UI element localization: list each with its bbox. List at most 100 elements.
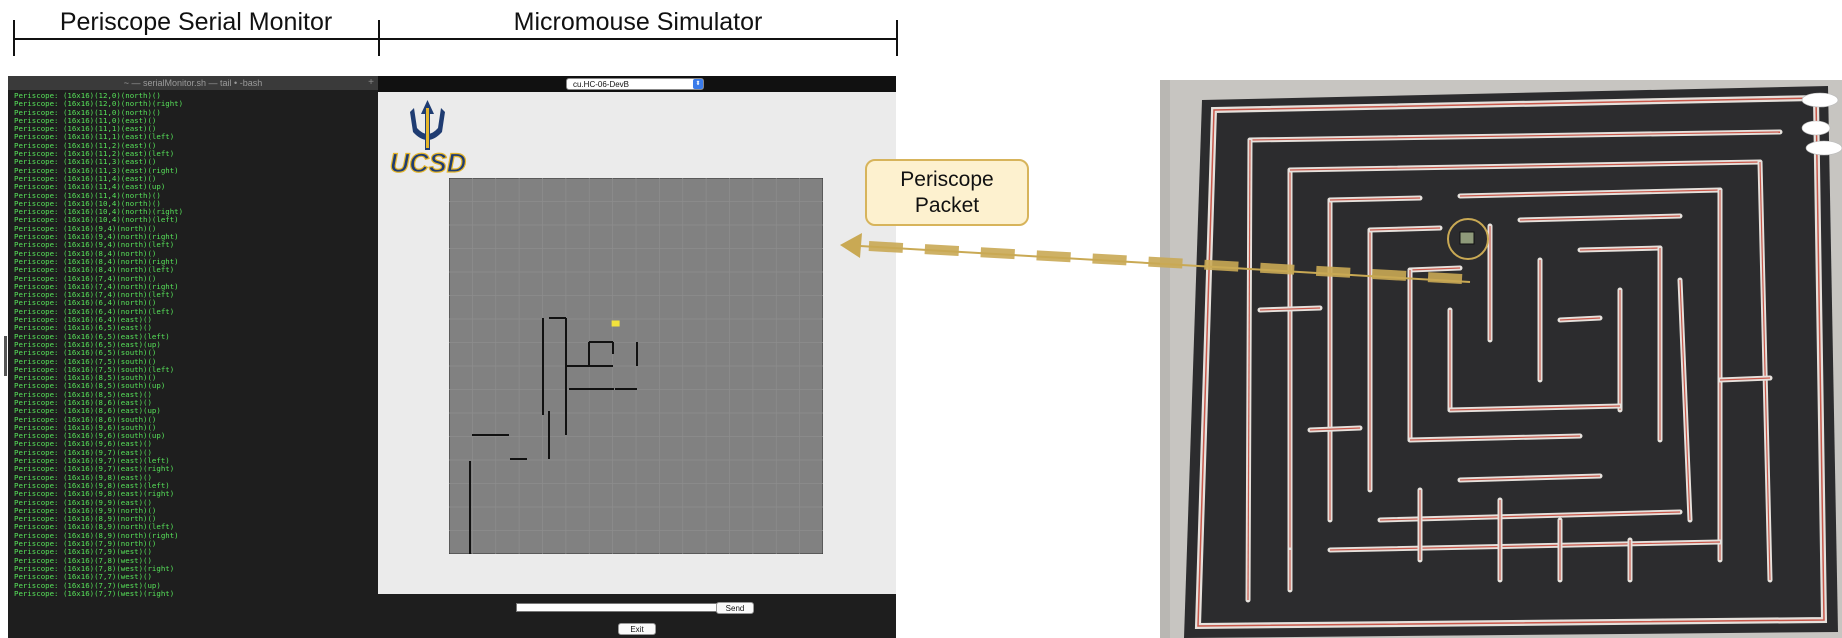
terminal-line: Periscope: (16x16)(9,8)(east)(left) [14,480,170,490]
simulator-command-bar: Send Exit [378,594,896,638]
terminal-line: Periscope: (16x16)(8,5)(south)(up) [14,381,166,391]
terminal-line: Periscope: (16x16)(11,3)(east)() [14,157,157,167]
terminal-line: Periscope: (16x16)(9,7)(east)(right) [14,464,175,474]
maze-photo-walls [1245,129,1783,603]
robot [1459,231,1475,245]
terminal-line: Periscope: (16x16)(6,5)(east)(up) [14,339,161,349]
terminal-titlebar: ~ — serialMonitor.sh — tail • -bash + [8,76,378,90]
terminal-line: Periscope: (16x16)(6,5)(east)() [14,323,152,333]
terminal-line: Periscope: (16x16)(9,4)(north)() [14,223,157,233]
terminal-line: Periscope: (16x16)(8,9)(north)(right) [14,530,179,540]
terminal-line: Periscope: (16x16)(8,6)(east)() [14,397,152,407]
terminal-line: Periscope: (16x16)(11,4)(east)() [14,173,157,183]
terminal-line: Periscope: (16x16)(7,4)(north)(left) [14,290,175,300]
terminal-line: Periscope: (16x16)(6,5)(east)(left) [14,331,170,341]
photo-wall-edge [1559,317,1601,321]
terminal-line: Periscope: (16x16)(9,7)(east)() [14,447,152,457]
terminal-line: Periscope: (16x16)(8,5)(east)() [14,389,152,399]
terminal-line: Periscope: (16x16)(6,4)(east)() [14,315,152,325]
photo-wall-edge [1259,307,1321,311]
photo-wall-edge [1369,227,1441,231]
photo-wall-edge [1247,139,1251,601]
photo-wall-edge [1329,541,1721,551]
terminal-line: Periscope: (16x16)(8,4)(north)(right) [14,256,179,266]
terminal-line: Periscope: (16x16)(8,4)(north)(left) [14,265,175,275]
simulator-bracket [380,38,898,40]
photo-wall-edge [1679,279,1691,521]
terminal-line: Periscope: (16x16)(12,0)(north)() [14,91,161,100]
photo-wall-edge [1459,189,1721,197]
terminal-line: Periscope: (16x16)(7,7)(west)(up) [14,580,161,590]
photo-wall-edge [1579,247,1661,251]
serial-monitor-header: Periscope Serial Monitor [59,8,333,36]
terminal-line: Periscope: (16x16)(9,4)(north)(left) [14,240,175,250]
terminal-line: Periscope: (16x16)(7,5)(south)(left) [14,364,175,374]
photo-wall-edge [1379,511,1681,521]
serial-monitor-bracket [13,38,380,40]
maze-grid [449,178,823,554]
terminal-line: Periscope: (16x16)(9,9)(east)() [14,497,152,507]
photo-wall-edge [1519,215,1681,221]
terminal-line: Periscope: (16x16)(9,6)(south)(up) [14,431,166,441]
terminal-line: Periscope: (16x16)(12,0)(north)(right) [14,99,184,109]
exit-button[interactable]: Exit [618,623,656,635]
terminal-title: ~ — serialMonitor.sh — tail • -bash [123,78,263,88]
photo-wall-edge [1409,435,1581,441]
mouse-marker [611,320,620,327]
photo-wall-edge [1459,475,1601,481]
maze-board [1184,86,1838,638]
maze-view [449,178,823,554]
simulator-toolbar: cu.HC-06-DevB ⬍ [378,76,896,92]
terminal-line: Periscope: (16x16)(9,6)(east)() [14,439,152,449]
serial-port-select[interactable]: cu.HC-06-DevB ⬍ [566,78,704,90]
select-arrows-icon: ⬍ [693,79,703,89]
terminal-line: Periscope: (16x16)(11,2)(east)(left) [14,149,175,159]
terminal-line: Periscope: (16x16)(8,5)(south)() [14,373,157,383]
terminal-line: Periscope: (16x16)(8,6)(east)(up) [14,406,161,416]
terminal-line: Periscope: (16x16)(7,9)(west)() [14,547,152,557]
photo-wall-edge [1719,377,1771,381]
terminal-line: Periscope: (16x16)(7,4)(north)(right) [14,281,179,291]
terminal-line: Periscope: (16x16)(10,4)(north)() [14,198,161,208]
bracket-tick-middle [378,20,380,56]
ucsd-trident-logo: UCSD [389,100,467,179]
bracket-tick-right [896,20,898,56]
terminal-line: Periscope: (16x16)(8,6)(south)() [14,414,157,424]
terminal-resize-handle[interactable] [4,336,7,376]
serial-port-value: cu.HC-06-DevB [573,80,630,89]
terminal-line: Periscope: (16x16)(9,9)(north)() [14,505,157,515]
terminal-line: Periscope: (16x16)(6,5)(south)() [14,348,157,358]
terminal-line: Periscope: (16x16)(7,4)(north)() [14,273,157,283]
terminal-line: Periscope: (16x16)(7,7)(west)(right) [14,588,175,598]
terminal-line: Periscope: (16x16)(9,8)(east)(right) [14,489,175,499]
command-input[interactable] [516,603,736,612]
terminal-line: Periscope: (16x16)(11,4)(north)() [14,190,161,200]
terminal-line: Periscope: (16x16)(7,7)(west)() [14,572,152,582]
ucsd-logo-text: UCSD [390,148,467,178]
terminal-line: Periscope: (16x16)(11,0)(north)() [14,107,161,117]
terminal-line: Periscope: (16x16)(9,8)(east)() [14,472,152,482]
terminal-line: Periscope: (16x16)(11,2)(east)() [14,140,157,150]
photo-wall-edge [1309,427,1361,431]
serial-monitor-terminal[interactable]: ~ — serialMonitor.sh — tail • -bash + Pe… [8,76,378,638]
people-feet [1801,92,1842,156]
send-button[interactable]: Send [716,602,754,614]
terminal-line: Periscope: (16x16)(11,0)(east)() [14,115,157,125]
terminal-line: Periscope: (16x16)(7,5)(south)() [14,356,157,366]
terminal-line: Periscope: (16x16)(10,4)(north)(right) [14,207,184,217]
terminal-line: Periscope: (16x16)(11,4)(east)(up) [14,182,166,192]
floor-left-strip [1160,80,1170,638]
new-tab-icon[interactable]: + [368,77,374,88]
photo-wall-edge [1759,161,1771,581]
terminal-line: Periscope: (16x16)(9,6)(south)() [14,422,157,432]
terminal-line: Periscope: (16x16)(11,1)(east)(left) [14,132,175,142]
maze-walls [469,317,638,554]
terminal-line: Periscope: (16x16)(9,7)(east)(left) [14,456,170,466]
bracket-tick-left [13,20,15,56]
terminal-line: Periscope: (16x16)(11,3)(east)(right) [14,165,179,175]
terminal-line: Periscope: (16x16)(7,8)(west)(right) [14,563,175,573]
terminal-output: Periscope: (16x16)(12,0)(north)() Perisco… [8,90,378,598]
photo-wall-edge [1449,405,1621,411]
terminal-line: Periscope: (16x16)(6,4)(north)() [14,298,157,308]
terminal-line: Periscope: (16x16)(11,1)(east)() [14,124,157,134]
